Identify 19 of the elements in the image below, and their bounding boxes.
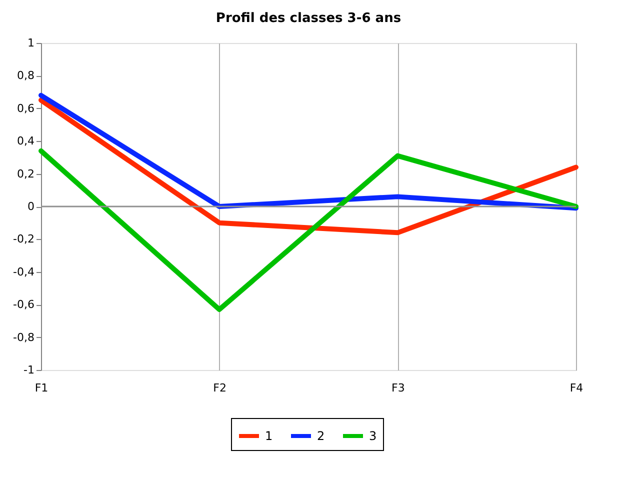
y-tick-label: -0,4 xyxy=(13,265,34,278)
y-tick-label: -0,8 xyxy=(13,330,34,344)
y-tick-label: -0,6 xyxy=(13,298,34,312)
x-tick-label: F2 xyxy=(213,382,226,394)
y-tick-label: -0,2 xyxy=(13,232,34,246)
y-tick-label: 0,2 xyxy=(17,167,34,180)
x-tick-label: F3 xyxy=(392,382,405,394)
legend-label: 2 xyxy=(317,429,325,443)
legend-label: 1 xyxy=(265,429,273,443)
y-tick-label: 0,6 xyxy=(17,102,34,115)
y-tick-label: 0,4 xyxy=(17,134,34,148)
legend-label: 3 xyxy=(369,429,377,443)
y-tick-label: 1 xyxy=(28,36,34,50)
y-tick-label: 0,8 xyxy=(17,69,34,82)
x-tick-label: F1 xyxy=(34,382,48,394)
x-tick-label: F4 xyxy=(570,382,584,394)
y-tick-label: -1 xyxy=(24,364,34,376)
y-tick-label: 0 xyxy=(28,200,34,213)
chart-title: Profil des classes 3-6 ans xyxy=(216,11,402,26)
